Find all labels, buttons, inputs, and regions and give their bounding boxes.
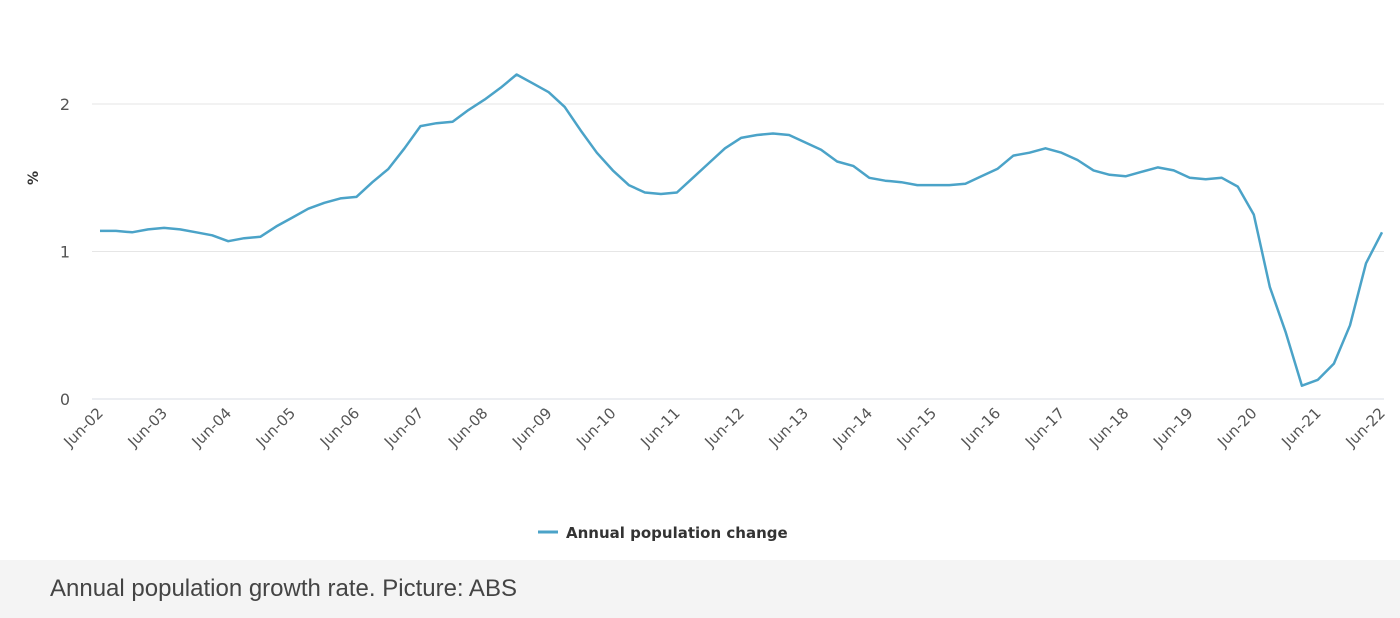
x-tick-label: Jun-20: [1213, 404, 1260, 451]
x-tick-label: Jun-13: [765, 404, 812, 451]
x-tick-label: Jun-05: [252, 404, 299, 451]
x-tick-label: Jun-17: [1021, 404, 1068, 451]
x-tick-label: Jun-08: [444, 404, 491, 451]
x-tick-label: Jun-04: [188, 404, 235, 451]
x-tick-label: Jun-14: [829, 404, 876, 451]
x-tick-label: Jun-16: [957, 404, 1004, 451]
caption-text: Annual population growth rate. Picture: …: [50, 575, 517, 602]
x-tick-label: Jun-15: [893, 404, 940, 451]
x-tick-label: Jun-07: [380, 404, 427, 451]
caption-bar: Annual population growth rate. Picture: …: [0, 560, 1400, 618]
x-tick-label: Jun-02: [59, 404, 106, 451]
x-tick-label: Jun-09: [508, 404, 555, 451]
x-tick-label: Jun-03: [124, 404, 171, 451]
series-line: [100, 73, 1384, 387]
x-tick-label: Jun-11: [636, 404, 683, 451]
y-tick-label: 0: [60, 390, 70, 409]
y-axis-label: %: [26, 171, 42, 185]
x-tick-label: Jun-10: [572, 404, 619, 451]
line-chart: 0 1 2% Jun-02 Jun-03 Jun-04 Jun-05 Jun-06 Jun-07…: [26, 73, 1389, 542]
x-tick-label: Jun-06: [316, 404, 363, 451]
y-tick-label: 1: [60, 243, 70, 262]
y-tick-label: 2: [60, 95, 70, 114]
legend-label: Annual population change: [566, 524, 788, 542]
x-tick-label: Jun-22: [1341, 404, 1388, 451]
x-tick-label: Jun-19: [1149, 404, 1196, 451]
x-tick-label: Jun-18: [1085, 404, 1132, 451]
x-tick-label: Jun-21: [1277, 404, 1324, 451]
x-tick-label: Jun-12: [700, 404, 747, 451]
